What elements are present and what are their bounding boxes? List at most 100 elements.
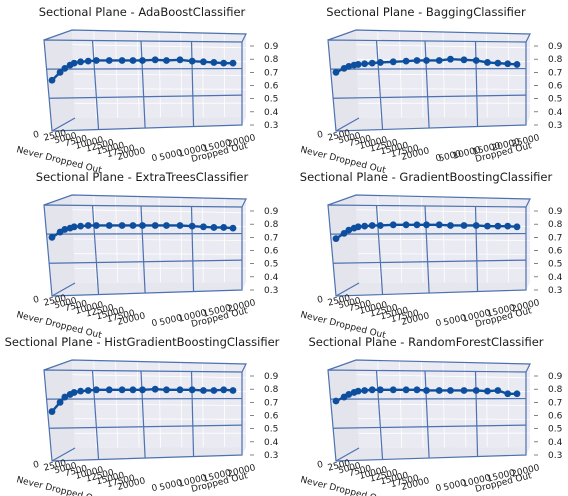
box-vertical-division (140, 205, 146, 294)
back-grid-line (356, 44, 531, 49)
box-top-edge (43, 194, 247, 208)
data-point (129, 57, 137, 64)
data-point (345, 391, 353, 398)
z-tick-label: 0.3 (264, 286, 278, 296)
data-point (423, 221, 430, 229)
back-grid-line (356, 374, 531, 379)
data-point (105, 222, 113, 229)
z-tick-label: 0.6 (548, 247, 563, 257)
box-horizontal-division (333, 424, 527, 429)
data-point (105, 57, 113, 64)
z-tick-label: 0.9 (548, 372, 563, 382)
data-point (200, 58, 207, 66)
data-point (176, 222, 184, 229)
data-point (354, 61, 362, 68)
box-front-face (43, 369, 243, 462)
subplot-adaboost: Sectional Plane - AdaBoostClassifier 0.3 0… (0, 0, 284, 176)
subplot-svg: Sectional Plane - AdaBoostClassifier 0.3 0… (15, 5, 279, 176)
z-tick-label: 0.9 (264, 372, 279, 382)
data-point (423, 387, 430, 394)
subplot-svg: Sectional Plane - RandomForestClassifier… (299, 335, 563, 496)
z-tick-label: 0.8 (264, 55, 279, 65)
z-tick-label: 0.4 (548, 273, 563, 283)
data-point (61, 393, 69, 401)
data-point (484, 59, 491, 66)
data-point (513, 223, 521, 231)
data-point (220, 224, 228, 231)
data-point (402, 386, 410, 394)
data-point (84, 387, 92, 394)
back-grid-line (72, 44, 247, 49)
box-top-edge (43, 29, 247, 43)
x-tick-label: 0 (32, 295, 40, 306)
box-horizontal-division (330, 232, 527, 235)
data-point (494, 222, 502, 230)
data-point (70, 389, 78, 396)
z-tick-label: 0.7 (548, 398, 562, 408)
data-point (345, 226, 353, 234)
data-point (151, 56, 159, 64)
back-grid-line (72, 209, 247, 214)
box-vertical-division (140, 370, 146, 459)
x-tick-label: 0 (316, 295, 324, 306)
back-grid-line (73, 418, 247, 420)
z-tick-label: 0.4 (548, 438, 563, 448)
data-point (188, 386, 196, 394)
data-point (118, 57, 126, 64)
y-tick-label: 0 (151, 153, 159, 164)
y-tick-label: 0 (151, 318, 159, 329)
z-tick-label: 0.5 (264, 260, 278, 270)
data-point (361, 222, 369, 230)
data-point (472, 57, 480, 64)
subplot-svg: Sectional Plane - HistGradientBoostingCl… (5, 335, 280, 496)
z-tick-label: 0.5 (548, 425, 562, 435)
data-point (188, 57, 196, 65)
data-point (77, 387, 85, 395)
z-tick-label: 0.6 (548, 412, 563, 422)
box-vertical-division (190, 371, 195, 457)
data-point (494, 59, 502, 67)
data-point (376, 59, 384, 66)
data-point (376, 222, 384, 229)
z-tick-label: 0.7 (264, 68, 278, 78)
box-vertical-division (91, 205, 100, 295)
chart-title: Sectional Plane - HistGradientBoostingCl… (5, 335, 280, 349)
z-tick-label: 0.5 (548, 95, 562, 105)
z-tick-label: 0.3 (264, 451, 278, 461)
z-tick-label: 0.4 (264, 438, 279, 448)
data-point (229, 387, 237, 394)
box-front-face (43, 204, 243, 297)
z-tick-label: 0.7 (548, 233, 562, 243)
floor-pane (336, 282, 530, 296)
z-tick-label: 0.6 (548, 82, 563, 92)
data-point (368, 386, 376, 394)
data-point (56, 68, 64, 76)
back-grid-line (73, 403, 247, 406)
data-point (84, 222, 92, 229)
back-grid-line (73, 73, 247, 76)
data-point (402, 57, 410, 65)
chart-title: Sectional Plane - ExtraTreesClassifier (36, 170, 249, 184)
chart-title: Sectional Plane - BaggingClassifier (326, 5, 526, 19)
box-front-face (327, 369, 527, 462)
data-point (56, 398, 64, 406)
box-vertical-division (424, 370, 430, 459)
x-tick-label: 0 (316, 130, 324, 141)
floor-pane (336, 117, 530, 131)
subplot-svg: Sectional Plane - BaggingClassifier 0.3 0.… (299, 5, 563, 176)
z-tick-label: 0.8 (264, 385, 279, 395)
back-grid-line (73, 88, 247, 90)
z-tick-label: 0.9 (548, 207, 563, 217)
z-tick-label: 0.4 (264, 273, 279, 283)
x-tick-label: 0 (316, 460, 324, 471)
data-point (48, 76, 56, 84)
data-point (151, 222, 159, 229)
data-point (151, 385, 159, 393)
floor-pane (336, 447, 530, 461)
data-point (389, 386, 397, 394)
floor-pane (52, 282, 246, 296)
y-tick-label: 0 (435, 483, 443, 494)
box-horizontal-division (49, 259, 243, 264)
z-tick-label: 0.8 (548, 220, 563, 230)
data-point (494, 387, 502, 394)
